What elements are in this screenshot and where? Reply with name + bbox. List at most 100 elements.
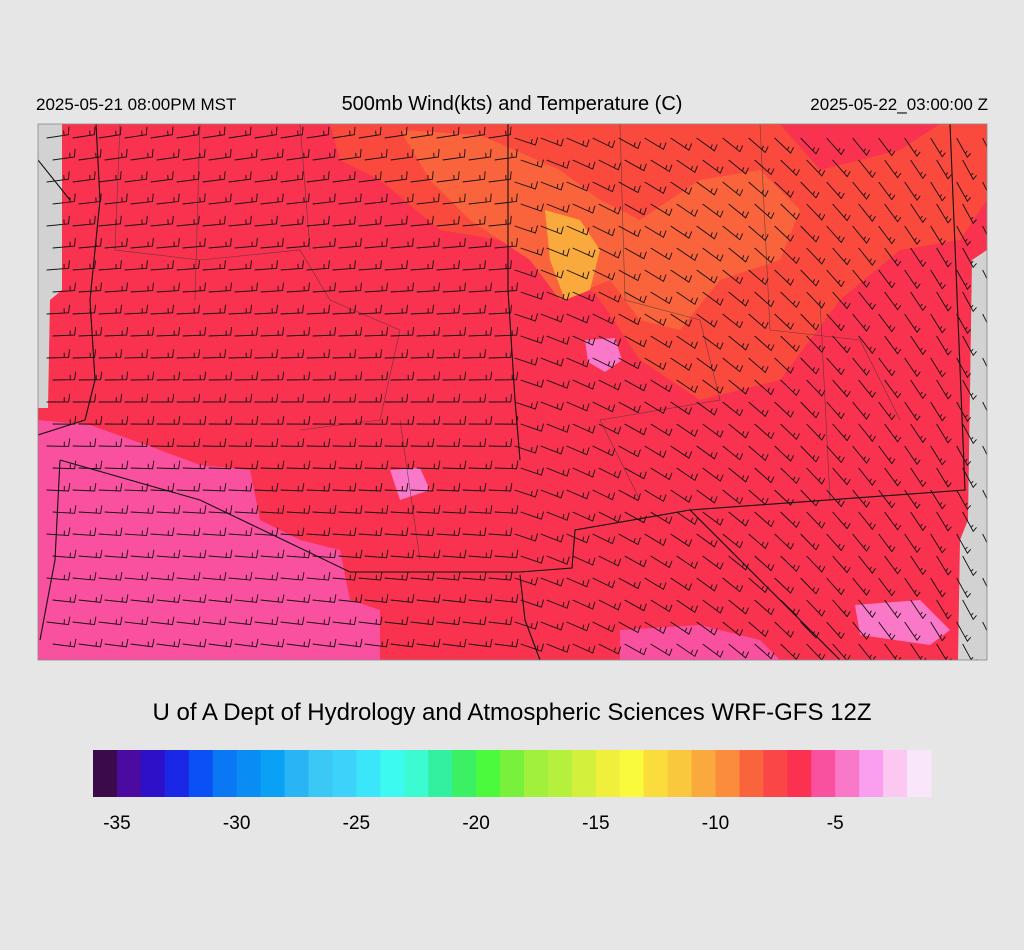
wind-barb — [989, 644, 1002, 664]
wind-barb — [884, 379, 902, 399]
wind-barb — [78, 327, 103, 337]
wind-barb — [228, 304, 252, 315]
wind-barb — [878, 577, 896, 597]
wind-barb — [494, 594, 519, 603]
wind-barb — [624, 379, 647, 392]
wind-barb — [312, 594, 337, 603]
wind-barb — [826, 533, 845, 552]
wind-barb — [72, 572, 97, 581]
wind-barb — [338, 549, 363, 559]
state-border — [59, 459, 841, 660]
wind-barb — [150, 527, 175, 537]
wind-barb — [806, 511, 826, 529]
wind-barb — [254, 349, 279, 359]
wind-barb — [624, 511, 647, 524]
state-border — [507, 124, 521, 461]
wind-barb — [462, 215, 486, 227]
wind-barb — [306, 393, 331, 403]
wind-barb — [488, 215, 512, 227]
wind-barb — [696, 137, 718, 152]
wind-barb — [722, 225, 744, 241]
wind-barb — [364, 549, 389, 559]
wind-barb — [98, 215, 122, 227]
wind-barb — [228, 482, 253, 492]
wind-barb — [780, 203, 800, 221]
wind-barb — [312, 149, 336, 161]
wind-barb — [754, 159, 775, 176]
wind-barb — [670, 137, 693, 151]
wind-barb — [52, 416, 77, 425]
wind-barb — [566, 181, 590, 192]
wind-barb — [364, 327, 389, 337]
wind-barb — [442, 416, 467, 425]
wind-barb — [748, 269, 769, 286]
wind-barb — [650, 467, 673, 481]
wind-barb — [852, 225, 871, 244]
wind-barb — [78, 282, 102, 293]
wind-barb — [852, 357, 871, 376]
wind-barb — [176, 393, 201, 403]
wind-barb — [156, 149, 180, 161]
wind-barb — [962, 555, 977, 577]
map — [38, 124, 1002, 664]
wind-barb — [124, 482, 149, 492]
wind-barb — [468, 416, 493, 425]
wind-barb — [956, 269, 972, 290]
wind-barb — [124, 171, 148, 183]
wind-barb — [416, 327, 441, 337]
wind-barb — [390, 549, 415, 559]
wind-barb — [234, 638, 259, 648]
wind-barb — [676, 511, 698, 526]
wind-barb — [774, 445, 795, 462]
wind-barb — [78, 594, 103, 603]
wind-barb — [286, 460, 311, 470]
wind-barb — [878, 621, 896, 641]
wind-barb — [280, 438, 305, 447]
map-frame — [37, 123, 988, 661]
wind-barb — [884, 511, 902, 531]
wind-barb — [202, 482, 227, 492]
wind-barb — [780, 379, 800, 397]
wind-barb — [150, 215, 174, 227]
wind-barb — [286, 505, 311, 514]
wind-barb — [494, 282, 518, 293]
wind-barb — [442, 549, 467, 559]
wind-barb — [644, 577, 667, 590]
wind-barb — [852, 489, 871, 508]
wind-barb — [312, 505, 337, 514]
wind-barb — [208, 638, 233, 648]
wind-barb — [202, 393, 227, 403]
wind-barb — [104, 460, 129, 470]
wind-barb — [566, 489, 590, 500]
color-swatch — [643, 750, 669, 797]
wind-barb — [78, 460, 103, 470]
wind-barb — [676, 599, 698, 614]
wind-barb — [410, 527, 435, 537]
wind-barb — [936, 555, 952, 576]
wind-barb — [989, 424, 1002, 444]
wind-barb — [312, 638, 337, 648]
wind-barb — [962, 643, 977, 660]
wind-barb — [306, 304, 330, 315]
wind-barb — [280, 349, 305, 359]
wind-barb — [280, 527, 305, 537]
wind-barb — [338, 282, 362, 293]
wind-barb — [904, 533, 921, 553]
wind-barb — [624, 555, 647, 568]
wind-barb — [728, 467, 750, 483]
wind-barb — [546, 643, 570, 653]
wind-barb — [104, 149, 128, 161]
wind-barb — [436, 616, 461, 626]
wind-barb — [254, 260, 278, 271]
wind-barb — [618, 445, 641, 458]
wind-barb — [962, 291, 977, 313]
wind-barb — [156, 371, 181, 381]
wind-barb — [520, 423, 544, 432]
wind-barb — [572, 159, 596, 170]
color-swatch — [787, 750, 812, 797]
color-swatch — [715, 750, 740, 797]
wind-barb — [436, 527, 461, 537]
wind-barb — [774, 489, 795, 506]
wind-barb — [696, 577, 718, 592]
wind-barb — [832, 555, 851, 574]
